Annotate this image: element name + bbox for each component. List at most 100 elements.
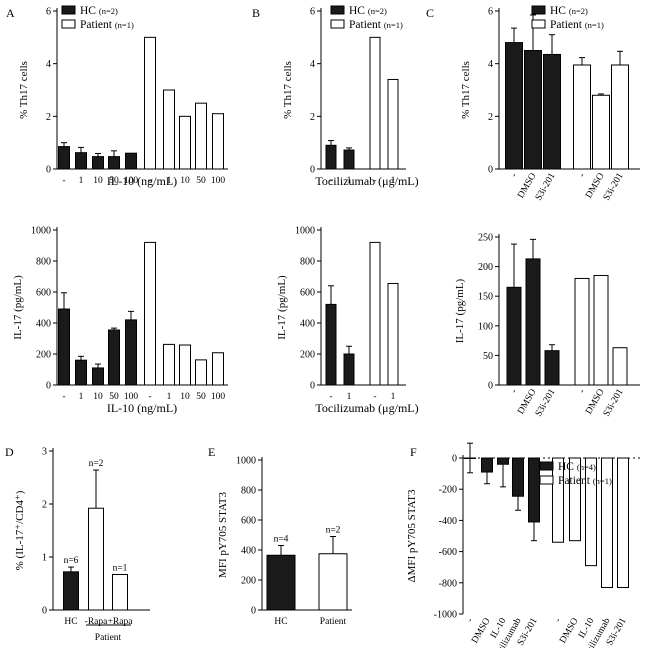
legend-label-patient: Patient (n=1) [80, 19, 134, 31]
bar-hc-10 [92, 156, 104, 170]
legend-label-patient: Patient (n=1) [558, 475, 612, 487]
x-tick-label: -Rapa [85, 617, 108, 627]
x-tick-label: - [553, 617, 563, 625]
y-tick-label: 100 [478, 321, 493, 332]
y-tick-label: 400 [300, 319, 315, 330]
x-tick-label: 50 [196, 392, 206, 402]
bar-hc-1 [343, 149, 355, 170]
y-tick-label: 3 [42, 447, 47, 458]
x-tick-label: - [509, 172, 519, 180]
bar-hc-1 [75, 152, 87, 170]
bar-hc-s3i-201 [544, 350, 560, 386]
y-tick-label: 800 [300, 257, 315, 268]
legend-label-hc: HC (n=2) [80, 5, 118, 17]
chart-e: 0 200 400 600 800 1000 MFI pY705 STAT3 n=4 HC n=2… [208, 445, 352, 627]
bar-patient-dmso [592, 94, 610, 170]
y-tick-label: 0 [452, 454, 457, 465]
y-tick-label: -1000 [434, 610, 457, 621]
x-tick-label: - [577, 172, 587, 180]
x-tick-label: - [373, 392, 376, 402]
bar-patient-il-10 [585, 457, 597, 567]
bar-patient-blank [552, 457, 564, 543]
bar-patient-blank [369, 36, 381, 170]
x-tick-label: - [329, 176, 332, 186]
bar-hc-hc [63, 571, 79, 611]
x-tick-label: HC [64, 617, 77, 627]
x-tick-label: 100 [124, 176, 139, 186]
group-bracket-label: Patient [95, 633, 122, 643]
y-axis-label: ΔMFI pY705 STAT3 [406, 489, 418, 582]
x-tick-label: 1 [79, 392, 84, 402]
legend-label-patient: Patient (n=1) [349, 19, 403, 31]
bar-patient-10 [179, 344, 191, 386]
x-tick-label: 1 [347, 176, 352, 186]
bar-patient-blank [144, 36, 156, 170]
x-tick-label: 1 [391, 176, 396, 186]
x-tick-label: - [62, 392, 65, 402]
y-axis-label: IL-17 (pg/mL) [12, 275, 24, 340]
x-tick-label: - [465, 617, 475, 625]
y-tick-label: 6 [46, 7, 51, 18]
legend-swatch-hc [539, 461, 554, 471]
y-tick-label: 600 [300, 288, 315, 299]
bar-hc-blank [325, 303, 337, 386]
y-tick-label: 2 [310, 112, 315, 123]
y-tick-label: 1000 [236, 456, 256, 467]
x-tick-label: Patient [320, 617, 347, 627]
y-tick-label: 1000 [295, 226, 315, 237]
y-tick-label: 400 [36, 319, 51, 330]
x-tick-label: - [329, 392, 332, 402]
bar-hc-blank [58, 308, 70, 386]
x-tick-label: - [148, 392, 151, 402]
y-tick-label: 0 [46, 381, 51, 392]
y-tick-label: 4 [488, 59, 493, 70]
y-tick-label: 1000 [31, 226, 51, 237]
x-tick-label: 100 [124, 392, 139, 402]
bar-hc-dmso [525, 258, 541, 386]
x-axis-label: Tocilizumab (μg/mL) [315, 401, 418, 415]
x-tick-label: 10 [180, 176, 190, 186]
y-tick-label: 200 [36, 350, 51, 361]
panel-letter-d: D [5, 445, 14, 459]
bar-patient-50 [195, 359, 207, 386]
bar-hc-50 [108, 329, 120, 386]
x-tick-label: 10 [180, 392, 190, 402]
x-tick-label: 1 [391, 392, 396, 402]
bar-patient-50 [195, 102, 207, 170]
x-tick-label: - [373, 176, 376, 186]
x-tick-label: 50 [196, 176, 206, 186]
bar-hc-hc [266, 554, 296, 611]
x-tick-label: 10 [93, 176, 103, 186]
y-tick-label: 4 [310, 59, 315, 70]
y-tick-label: 6 [310, 7, 315, 18]
y-tick-label: 6 [488, 7, 493, 18]
y-axis-label: % Th17 cells [18, 61, 30, 119]
panel-letter-e: E [208, 445, 215, 459]
n-label: n=2 [89, 459, 104, 469]
n-label: n=1 [113, 563, 128, 573]
y-tick-label: 0 [46, 165, 51, 176]
y-axis-label: % Th17 cells [282, 61, 294, 119]
bar-hc-1 [343, 353, 355, 386]
x-tick-label: +Rapa [108, 617, 134, 627]
bar-hc-50 [108, 156, 120, 170]
y-tick-label: 0 [310, 165, 315, 176]
y-tick-label: -400 [439, 516, 457, 527]
y-axis-label: % (IL-17⁺/CD4⁺) [14, 490, 26, 570]
bar-hc-dmso [481, 457, 493, 473]
legend-swatch-patient [531, 19, 546, 29]
y-tick-label: 250 [478, 233, 493, 244]
y-tick-label: -800 [439, 578, 457, 589]
legend-swatch-hc [330, 5, 345, 15]
legend-swatch-patient [330, 19, 345, 29]
bar-patient-blank [574, 277, 590, 386]
x-tick-label: 1 [79, 176, 84, 186]
y-tick-label: 0 [42, 606, 47, 617]
bar-patient-1 [163, 89, 175, 170]
y-tick-label: 800 [36, 257, 51, 268]
x-tick-label: 50 [109, 176, 119, 186]
x-tick-label: 1 [167, 392, 172, 402]
